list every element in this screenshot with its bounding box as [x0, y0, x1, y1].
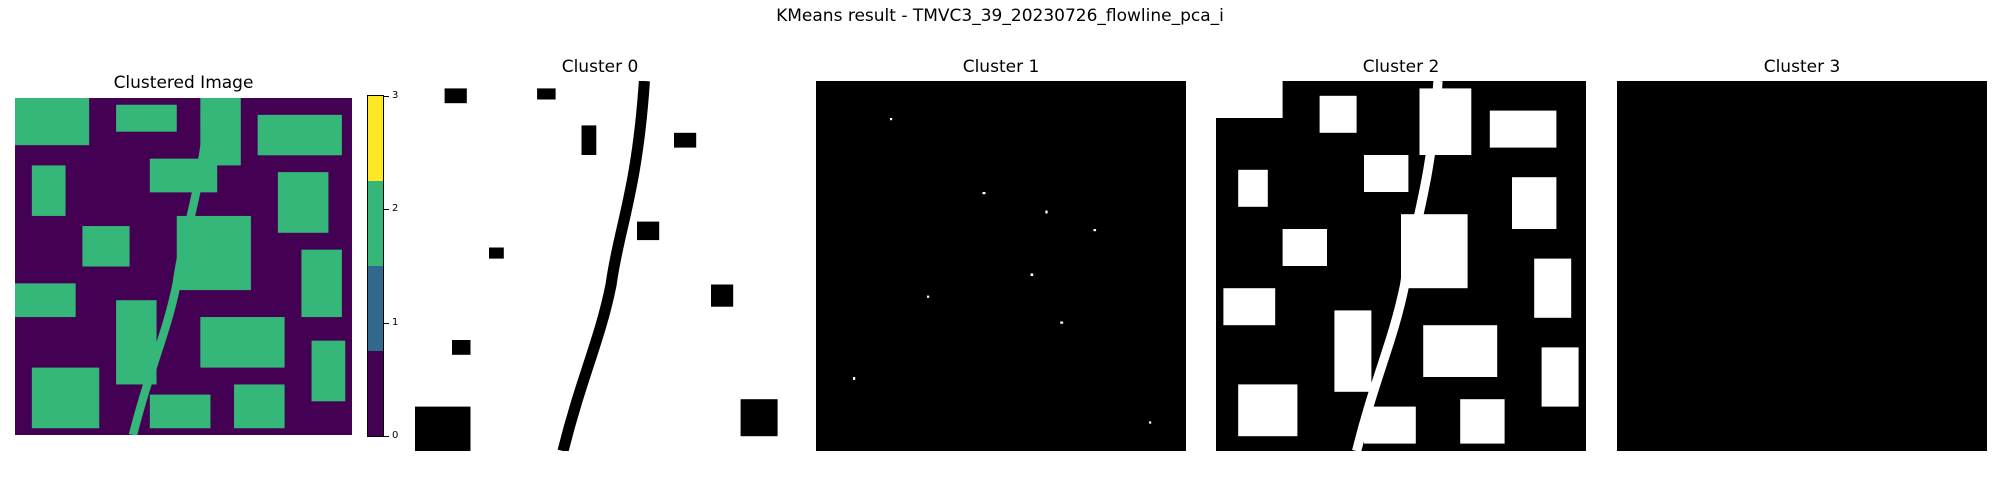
panel-title-cluster-1: Cluster 1: [816, 57, 1186, 77]
colorbar-segment: [368, 181, 383, 266]
colorbar-tick: [384, 323, 389, 324]
cluster-2-mask: [1216, 81, 1586, 451]
colorbar-tick-label-3: 3: [392, 91, 398, 101]
colorbar-segment: [368, 96, 383, 181]
colorbar-segment: [368, 266, 383, 351]
colorbar-tick: [384, 436, 389, 437]
clustered-image: [15, 98, 352, 435]
cluster-1-mask: [816, 81, 1186, 451]
colorbar-tick: [384, 209, 389, 210]
panel-title-cluster-0: Cluster 0: [415, 57, 785, 77]
panel-title-clustered: Clustered Image: [15, 73, 352, 93]
cluster-0-mask: [415, 81, 785, 451]
figure-title: KMeans result - TMVC3_39_20230726_flowli…: [0, 6, 2000, 26]
colorbar-segment: [368, 351, 383, 436]
cluster-3-mask: [1617, 81, 1987, 451]
colorbar-tick-label-1: 1: [392, 318, 398, 328]
panel-title-cluster-2: Cluster 2: [1216, 57, 1586, 77]
colorbar-tick-label-0: 0: [392, 431, 398, 441]
colorbar-tick-label-2: 2: [392, 204, 398, 214]
colorbar: [367, 95, 384, 437]
colorbar-tick: [384, 96, 389, 97]
panel-title-cluster-3: Cluster 3: [1617, 57, 1987, 77]
